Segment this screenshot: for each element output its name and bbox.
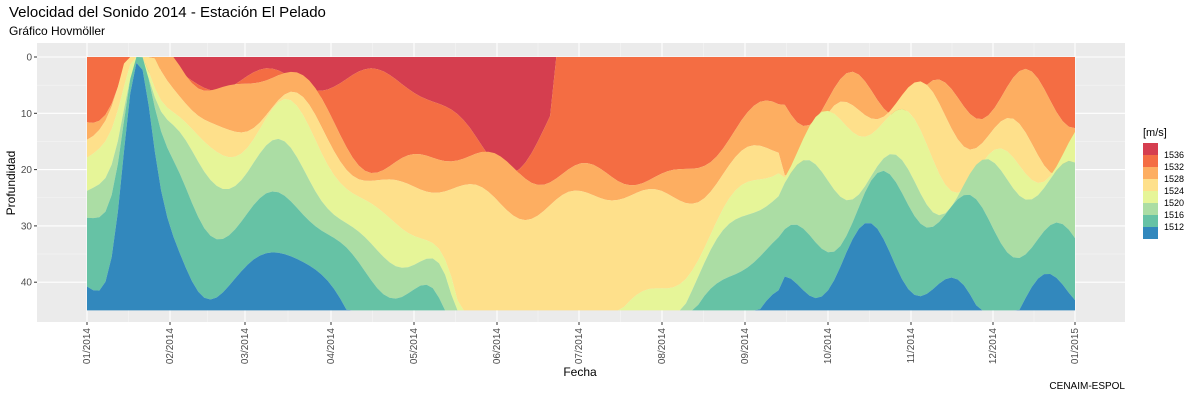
legend-swatch xyxy=(1143,227,1158,239)
y-tick-label: 10 xyxy=(21,109,33,120)
contour-band-1524 xyxy=(87,57,1075,311)
chart-title: Velocidad del Sonido 2014 - Estación El … xyxy=(9,4,326,21)
legend-swatch xyxy=(1143,167,1158,179)
x-tick-label: 05/2014 xyxy=(409,328,420,365)
x-tick-label: 03/2014 xyxy=(240,328,251,365)
x-tick-label: 12/2014 xyxy=(988,328,999,365)
contour-band-1532 xyxy=(87,57,1075,186)
chart-subtitle: Gráfico Hovmöller xyxy=(9,24,106,38)
x-tick-label: 06/2014 xyxy=(492,328,503,365)
x-tick-label: 09/2014 xyxy=(740,328,751,365)
contour-fills xyxy=(87,57,1075,311)
x-axis-title: Fecha xyxy=(563,365,597,379)
contour-band-1536 xyxy=(87,57,1075,173)
y-tick-label: 30 xyxy=(21,221,33,232)
legend-label: 1524 xyxy=(1164,186,1184,196)
legend-swatch xyxy=(1143,191,1158,203)
source-caption: CENAIM-ESPOL xyxy=(1049,381,1125,392)
axes: 01/2014 02/2014 03/2014 04/2014 05/2014 06/20… xyxy=(21,53,1081,365)
contour-band-1516 xyxy=(87,61,1075,311)
x-tick-label: 11/2014 xyxy=(906,328,917,364)
x-tick-label: 10/2014 xyxy=(823,328,834,365)
legend-swatch xyxy=(1143,179,1158,191)
legend-swatch xyxy=(1143,203,1158,215)
legend-label: 1516 xyxy=(1164,210,1184,220)
contour-band-base xyxy=(87,62,1075,311)
x-tick-label: 01/2015 xyxy=(1070,328,1081,365)
y-axis-title: Profundidad xyxy=(4,151,18,216)
x-tick-label: 02/2014 xyxy=(165,328,176,365)
legend-label: 1532 xyxy=(1164,162,1184,172)
y-tick-label: 20 xyxy=(21,165,33,176)
x-tick-label: 01/2014 xyxy=(82,328,93,365)
x-tick-label: 08/2014 xyxy=(657,328,668,365)
y-tick-label: 0 xyxy=(26,53,32,64)
legend: [m/s] 1536 1532 1528 1524 1520 1516 1512 xyxy=(1143,127,1184,239)
legend-title: [m/s] xyxy=(1143,127,1167,139)
x-tick-label: 04/2014 xyxy=(326,328,337,365)
legend-label: 1536 xyxy=(1164,150,1184,160)
legend-swatch xyxy=(1143,143,1158,155)
contour-band-1512 xyxy=(87,57,1075,311)
legend-label: 1528 xyxy=(1164,174,1184,184)
y-tick-label: 40 xyxy=(21,278,33,289)
legend-swatch xyxy=(1143,215,1158,227)
legend-label: 1512 xyxy=(1164,222,1184,232)
x-tick-label: 07/2014 xyxy=(574,328,585,365)
legend-label: 1520 xyxy=(1164,198,1184,208)
contour-band-1528 xyxy=(87,57,1075,221)
contour-band-1520 xyxy=(87,57,1075,311)
legend-swatch xyxy=(1143,155,1158,167)
